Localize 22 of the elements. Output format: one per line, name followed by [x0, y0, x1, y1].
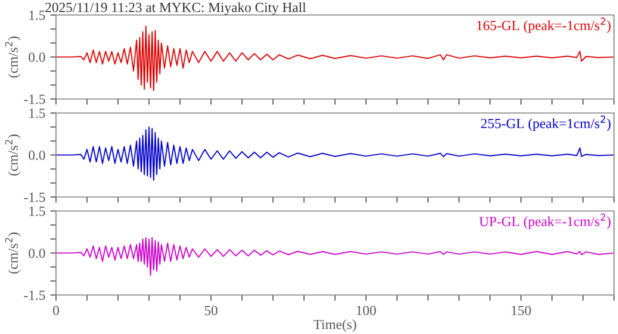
y-tick-label: 0.0	[28, 248, 46, 258]
series-label: 255-GL (peak=1cm/s$^{2}$)	[481, 116, 611, 132]
y-axis-title: (cm/s$^{2}$)	[5, 134, 21, 176]
y-axis-title: (cm/s$^{2}$)	[5, 36, 21, 78]
y-tick-label: 1.5	[29, 206, 46, 216]
chart-title: 2025/11/19 11:23 at MYKC: Miyako City Hall	[45, 2, 306, 15]
y-tick-label: 1.5	[29, 10, 46, 20]
x-tick-label: 150	[512, 306, 531, 316]
line-series	[56, 237, 614, 276]
y-tick-label: -1.5	[24, 94, 46, 104]
x-axis-title: Time(s)	[314, 319, 356, 332]
y-tick-label: 1.5	[29, 108, 46, 118]
x-tick-label: 100	[356, 306, 376, 316]
x-tick-label: 0	[53, 306, 59, 316]
x-tick-label: 50	[204, 306, 218, 316]
series-label: UP-GL (peak=-1cm/s$^{2}$)	[479, 214, 611, 230]
y-tick-label: 0.0	[28, 150, 46, 160]
y-tick-label: -1.5	[24, 290, 46, 300]
y-axis-title: (cm/s$^{2}$)	[5, 232, 21, 274]
series-label: 165-GL (peak=-1cm/s$^{2}$)	[477, 18, 611, 34]
y-tick-label: 0.0	[28, 52, 46, 62]
y-tick-label: -1.5	[24, 192, 46, 202]
